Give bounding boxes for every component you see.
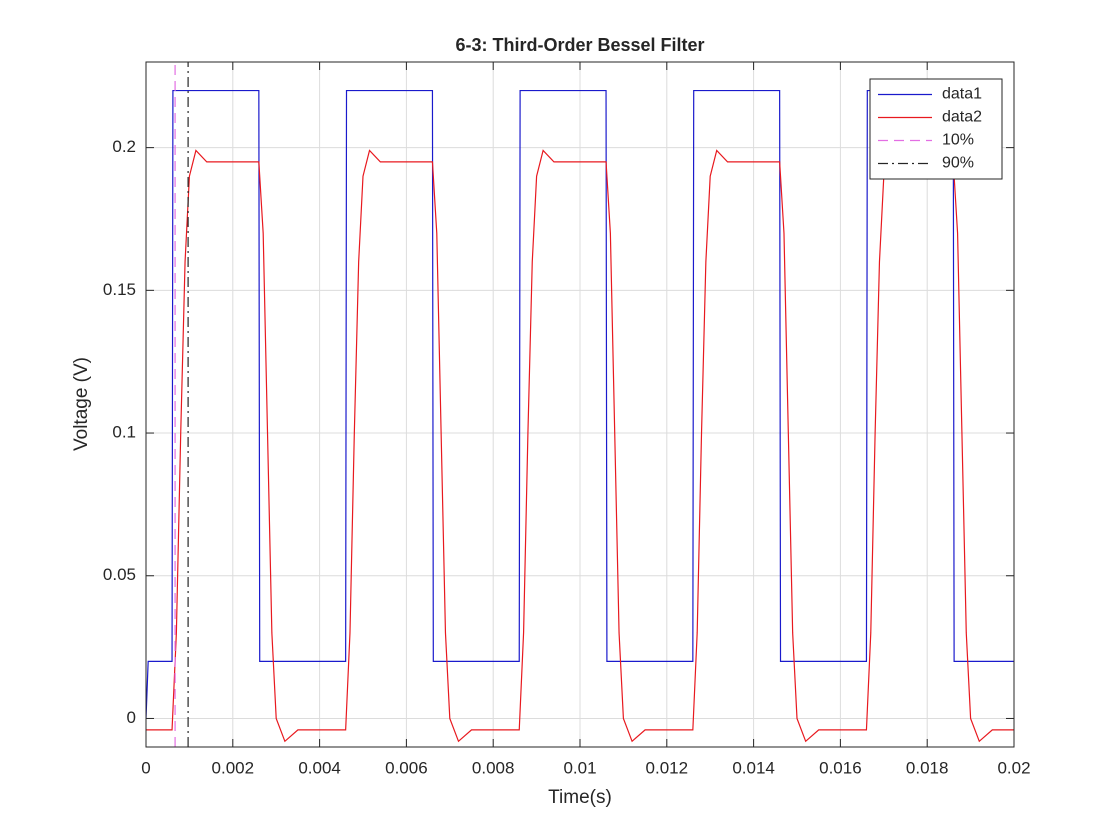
legend-label: data1 [942,86,982,103]
y-axis-label: Voltage (V) [71,357,92,451]
x-tick-label: 0.008 [472,758,515,777]
y-tick-label: 0.15 [103,280,136,299]
x-tick-label: 0.006 [385,758,428,777]
series-line [146,149,1014,743]
series-line [146,89,1014,719]
y-tick-label: 0.1 [112,423,136,442]
legend-box [869,78,1003,180]
x-tick-label: 0.014 [732,758,775,777]
ticks: 0 0.002 0.004 0.006 0.008 0.01 0.012 0.014 0.016… [103,62,1031,777]
legend-label: data2 [942,109,982,126]
x-tick-label: 0.012 [646,758,689,777]
chart-title: 6-3: Third-Order Bessel Filter [455,35,704,55]
legend-label: 10% [942,132,974,149]
x-tick-label: 0 [141,758,150,777]
legend: data1 data2 10% 90% [869,78,1003,180]
y-tick-label: 0.2 [112,137,136,156]
x-axis-label: Time(s) [548,787,612,808]
x-tick-label: 0.02 [997,758,1030,777]
legend-label: 90% [942,155,974,172]
x-tick-label: 0.01 [563,758,596,777]
y-tick-label: 0.05 [103,565,136,584]
lines [146,62,1014,747]
x-tick-label: 0.016 [819,758,862,777]
y-tick-label: 0 [127,708,136,727]
x-tick-label: 0.004 [298,758,341,777]
x-tick-label: 0.002 [212,758,255,777]
x-tick-label: 0.018 [906,758,949,777]
